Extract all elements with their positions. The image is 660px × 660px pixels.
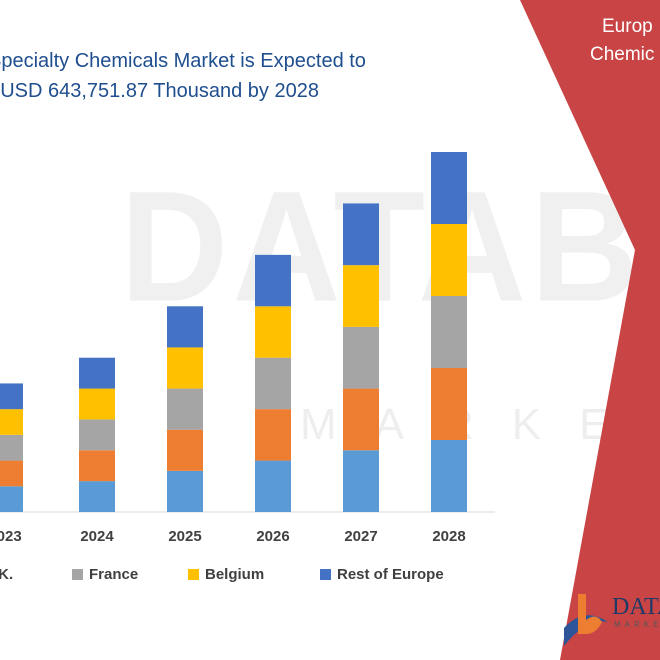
legend-swatch — [188, 569, 199, 580]
legend-label: France — [89, 566, 139, 583]
x-tick-2024: 2024 — [80, 528, 114, 545]
bar-2025-series-2 — [167, 388, 203, 430]
bar-2028-series-1 — [431, 368, 467, 440]
bar-2026-series-0 — [255, 460, 291, 512]
bar-2024-series-1 — [79, 450, 115, 482]
legend-item-0: .K. — [0, 566, 13, 583]
bar-2024-series-3 — [79, 388, 115, 420]
legend-item-2: Belgium — [188, 566, 264, 583]
x-tick-2023: 2023 — [0, 528, 22, 545]
logo-mark — [564, 594, 608, 646]
bar-2027-series-2 — [343, 326, 379, 389]
bar-2028-series-2 — [431, 296, 467, 368]
bar-2024-series-4 — [79, 357, 115, 389]
bar-2027-series-3 — [343, 265, 379, 327]
bar-2024-series-2 — [79, 419, 115, 451]
watermark: DATABRI — [120, 157, 660, 335]
legend-label: Belgium — [205, 566, 265, 583]
bar-2025-series-4 — [167, 306, 203, 348]
x-tick-2027: 2027 — [344, 528, 378, 545]
chart-title-line2: r USD 643,751.87 Thousand by 2028 — [0, 80, 319, 102]
bar-2027-series-0 — [343, 450, 379, 512]
logo-mark-orange — [578, 594, 602, 634]
bar-2025-series-0 — [167, 470, 203, 512]
side-panel-line1: Europ — [602, 16, 653, 37]
x-tick-2025: 2025 — [168, 528, 202, 545]
bar-2023-series-1 — [0, 460, 23, 487]
bar-2023-series-0 — [0, 486, 23, 512]
side-panel-shape — [520, 0, 660, 660]
bar-2028-series-3 — [431, 224, 467, 296]
legend-swatch — [72, 569, 83, 580]
logo-subtext: MARKETS — [614, 620, 660, 629]
bar-2026-series-1 — [255, 409, 291, 461]
bar-2028-series-4 — [431, 152, 467, 224]
bar-2028-series-0 — [431, 440, 467, 512]
bar-2027-series-4 — [343, 203, 379, 266]
chart-title-line1: Specialty Chemicals Market is Expected t… — [0, 50, 366, 72]
legend-item-1: France — [72, 566, 138, 583]
bar-2023-series-4 — [0, 383, 23, 410]
bar-2026-series-2 — [255, 357, 291, 410]
x-tick-2028: 2028 — [432, 528, 466, 545]
legend-swatch — [320, 569, 331, 580]
bar-2025-series-3 — [167, 347, 203, 389]
logo-mark-blue — [564, 615, 608, 646]
logo-text: DATA — [612, 594, 660, 620]
legend-label: .K. — [0, 566, 14, 583]
side-panel-line2: Chemic — [590, 44, 655, 65]
bar-2026-series-4 — [255, 254, 291, 307]
bar-2024-series-0 — [79, 481, 115, 512]
bar-2023-series-3 — [0, 409, 23, 435]
bar-2025-series-1 — [167, 429, 203, 471]
legend-item-3: Rest of Europe — [320, 566, 444, 583]
x-tick-2026: 2026 — [256, 528, 290, 545]
legend-label: Rest of Europe — [337, 566, 444, 583]
bar-2027-series-1 — [343, 388, 379, 451]
bar-2026-series-3 — [255, 306, 291, 358]
bar-2023-series-2 — [0, 434, 23, 461]
